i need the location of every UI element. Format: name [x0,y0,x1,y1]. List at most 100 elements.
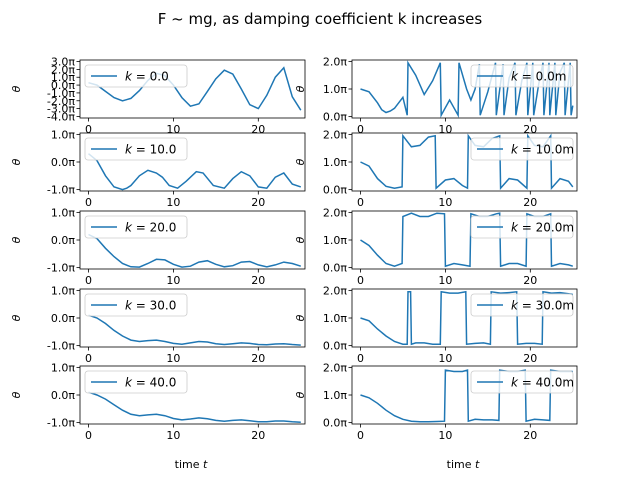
legend-label: k = 30.0m [511,299,574,313]
y-tick-label: 1.0π [323,389,347,402]
x-tick-label: 0 [357,352,364,365]
legend-box [470,137,574,161]
legend-box [84,64,188,88]
legend: k = 20.0 [84,215,188,239]
subplot-8: -1.0π 0.0π 1.0π 0 10 20 θ k = 40.0 [10,361,306,442]
series-line-9-0 [360,369,573,423]
y-tick-label: -1.0π [47,417,75,430]
legend-label: k = 0.0 [125,70,169,84]
x-axis-label-left: time t [175,458,208,471]
y-tick-label: 0.0π [51,234,75,247]
x-tick-label: 20 [523,274,537,287]
x-tick-label: 0 [357,429,364,442]
y-axis-label: θ [10,236,23,243]
subplot-9: 0.0π 1.0π 2.0π 0 10 20 θ k = 40.0m [294,361,578,442]
subplot-2: -1.0π 0.0π 1.0π 0 10 20 θ k = 10.0 [10,128,306,209]
legend-box [84,137,188,161]
legend-label: k = 40.0m [511,376,574,390]
legend: k = 10.0 [84,137,188,161]
y-tick-label: 1.0π [323,83,347,96]
x-tick-label: 0 [85,274,92,287]
x-tick-label: 20 [523,123,537,136]
y-tick-label: -1.0π [47,184,75,197]
y-axis-label: θ [294,158,307,165]
y-tick-label: -1.0π [47,262,75,275]
y-axis-label: θ [294,85,307,92]
y-axis-label: θ [294,236,307,243]
x-tick-label: 10 [166,429,180,442]
y-tick-label: 0.0π [51,389,75,402]
x-tick-label: 10 [166,352,180,365]
legend: k = 0.0m [470,64,574,88]
x-tick-label: 10 [166,123,180,136]
subplot-1: 0.0π 1.0π 2.0π 0 10 20 θ k = 0.0m [294,55,578,136]
y-axis-label: θ [10,85,23,92]
legend-label: k = 20.0 [125,221,176,235]
y-tick-label: 1.0π [51,284,75,297]
y-tick-label: 1.0π [51,206,75,219]
x-tick-label: 0 [357,123,364,136]
y-tick-label: 0.0π [51,79,75,92]
legend-label: k = 40.0 [125,376,176,390]
legend: k = 10.0m [470,137,574,161]
legend: k = 40.0 [84,370,188,394]
legend-box [470,370,574,394]
y-axis-label: θ [294,391,307,398]
x-tick-label: 0 [85,196,92,209]
series-line-4-0 [88,233,302,268]
x-tick-label: 20 [251,352,265,365]
x-tick-label: 20 [251,429,265,442]
legend: k = 30.0m [470,293,574,317]
x-tick-label: 0 [85,123,92,136]
subplot-7: 0.0π 1.0π 2.0π 0 10 20 θ k = 30.0m [294,284,578,365]
y-tick-label: 1.0π [323,156,347,169]
y-tick-label: 2.0π [323,128,347,141]
y-tick-label: -2.0π [47,95,75,108]
series-line-0-0 [88,66,302,111]
legend-label: k = 0.0m [511,70,566,84]
x-tick-label: 20 [523,196,537,209]
y-tick-label: -1.0π [47,340,75,353]
legend: k = 30.0 [84,293,188,317]
figure-title: F ~ mg, as damping coefficient k increas… [158,10,483,28]
x-tick-label: 20 [251,274,265,287]
legend: k = 0.0 [84,64,188,88]
x-tick-label: 10 [438,274,452,287]
y-tick-label: 2.0π [51,63,75,76]
y-tick-label: -4.0π [47,110,75,123]
y-axis-label: θ [10,158,23,165]
legend-box [84,215,188,239]
y-tick-label: 2.0π [323,55,347,68]
x-tick-label: 0 [85,352,92,365]
series-line-6-0 [88,314,301,346]
x-tick-label: 20 [251,196,265,209]
subplot-3: 0.0π 1.0π 2.0π 0 10 20 θ k = 10.0m [294,128,578,209]
y-tick-label: 1.0π [51,361,75,374]
y-tick-label: 1.0π [51,71,75,84]
legend: k = 40.0m [470,370,574,394]
x-tick-label: 0 [357,196,364,209]
legend-label: k = 10.0m [511,143,574,157]
x-tick-label: 20 [251,123,265,136]
x-tick-label: 20 [523,352,537,365]
subplot-5: 0.0π 1.0π 2.0π 0 10 20 θ k = 20.0m [294,206,578,287]
x-tick-label: 10 [438,429,452,442]
series-line-8-0 [88,391,301,424]
subplot-0: -4.0π-3.0π-2.0π-1.0π0.0π1.0π2.0π3.0π 0 10 2… [10,56,306,136]
series-line-7-0 [360,290,573,346]
subplot-4: -1.0π 0.0π 1.0π 0 10 20 θ k = 20.0 [10,206,306,287]
y-tick-label: 0.0π [51,312,75,325]
axes-frame [79,59,306,119]
y-axis-label: θ [10,314,23,321]
legend-box [470,64,574,88]
x-tick-label: 10 [166,196,180,209]
legend-label: k = 30.0 [125,299,176,313]
y-tick-label: 0.0π [51,156,75,169]
x-tick-label: 10 [438,123,452,136]
series-line-1-0 [360,60,574,118]
y-tick-label: 2.0π [323,361,347,374]
subplot-6: -1.0π 0.0π 1.0π 0 10 20 θ k = 30.0 [10,284,306,365]
x-tick-label: 20 [523,429,537,442]
y-tick-label: 3.0π [51,56,75,69]
